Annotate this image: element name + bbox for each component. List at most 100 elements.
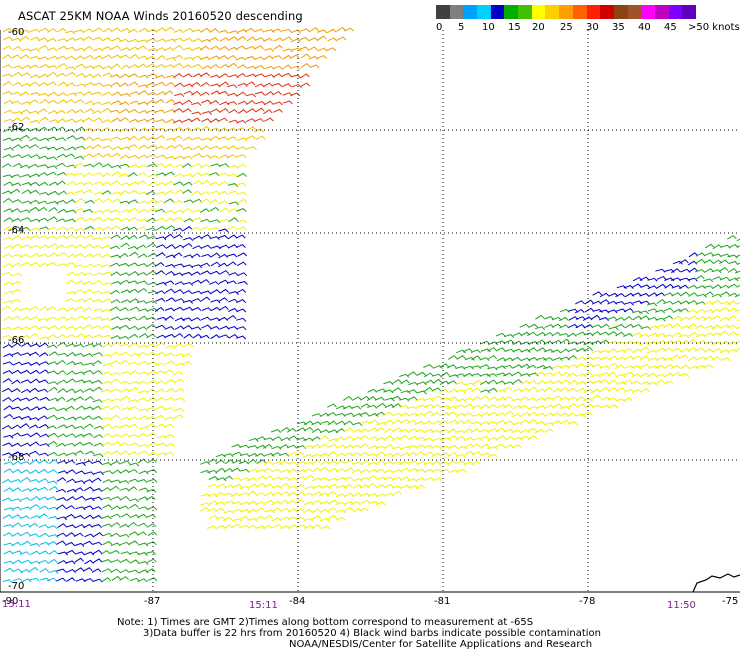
wind-barb bbox=[66, 460, 75, 463]
wind-barb bbox=[75, 190, 85, 193]
wind-barb bbox=[66, 506, 75, 509]
wind-barb bbox=[85, 298, 94, 301]
wind-barb bbox=[282, 65, 291, 69]
wind-barb bbox=[110, 246, 120, 249]
wind-barb bbox=[728, 284, 737, 287]
wind-barb bbox=[192, 299, 202, 302]
wind-barb bbox=[129, 155, 139, 158]
wind-barb bbox=[721, 358, 731, 361]
wind-barb bbox=[12, 499, 22, 502]
wind-barb bbox=[30, 470, 39, 474]
wind-barb bbox=[463, 420, 472, 424]
wind-barb bbox=[227, 254, 237, 257]
wind-barb bbox=[488, 348, 497, 352]
wind-barb bbox=[368, 389, 377, 392]
wind-barb bbox=[600, 300, 609, 304]
wind-barb bbox=[219, 307, 228, 311]
wind-barb bbox=[504, 335, 514, 338]
wind-barb bbox=[103, 66, 113, 69]
wind-barb bbox=[47, 497, 56, 500]
wind-barb bbox=[647, 350, 657, 353]
wind-barb bbox=[2, 426, 11, 429]
wind-barb bbox=[228, 47, 237, 50]
wind-barb bbox=[385, 429, 394, 433]
wind-barb bbox=[129, 541, 138, 544]
wind-barb bbox=[246, 101, 255, 105]
wind-barb bbox=[67, 353, 76, 357]
wind-barb bbox=[111, 506, 120, 510]
wind-barb bbox=[56, 417, 66, 420]
wind-barb bbox=[30, 128, 39, 131]
wind-barb bbox=[211, 84, 221, 87]
wind-barb bbox=[67, 110, 76, 114]
lon-label-84: -84 bbox=[289, 596, 305, 607]
wind-barb bbox=[66, 38, 75, 41]
wind-barb bbox=[20, 516, 29, 519]
wind-barb bbox=[174, 409, 184, 412]
wind-barb bbox=[147, 542, 157, 545]
wind-barb bbox=[102, 355, 112, 358]
wind-barb bbox=[66, 317, 75, 321]
wind-barb bbox=[67, 497, 76, 501]
wind-barb bbox=[102, 443, 112, 446]
wind-barb bbox=[173, 253, 182, 257]
wind-barb bbox=[30, 37, 39, 40]
wind-barb bbox=[304, 438, 314, 441]
wind-barb bbox=[130, 560, 139, 563]
wind-barb bbox=[85, 218, 95, 221]
wind-barb bbox=[2, 65, 11, 68]
wind-barb bbox=[689, 316, 698, 319]
wind-barb bbox=[728, 269, 737, 273]
wind-barb bbox=[272, 29, 282, 32]
wind-barb bbox=[84, 371, 94, 374]
wind-barb bbox=[631, 366, 641, 369]
wind-barb bbox=[513, 380, 522, 384]
wind-barb bbox=[472, 452, 481, 455]
wind-barb bbox=[129, 532, 138, 535]
wind-barb bbox=[447, 412, 456, 415]
wind-barb bbox=[164, 424, 173, 427]
wind-barb bbox=[74, 307, 83, 310]
wind-barb bbox=[224, 511, 234, 514]
wind-barb bbox=[74, 544, 84, 547]
wind-barb bbox=[66, 389, 75, 392]
wind-barb bbox=[30, 578, 40, 581]
lat-label-66: -66 bbox=[8, 335, 24, 346]
wind-barb bbox=[335, 437, 344, 440]
wind-barb bbox=[237, 92, 246, 96]
wind-barb bbox=[174, 218, 184, 221]
wind-barb bbox=[148, 443, 157, 447]
wind-barb bbox=[318, 48, 328, 51]
wind-barb bbox=[440, 469, 449, 472]
wind-barb bbox=[238, 101, 247, 104]
wind-barb bbox=[545, 405, 554, 409]
wind-barb bbox=[255, 38, 264, 41]
wind-barb bbox=[680, 365, 689, 368]
wind-barb bbox=[30, 49, 40, 52]
wind-barb bbox=[553, 404, 562, 407]
wind-barb bbox=[39, 94, 49, 97]
wind-barb bbox=[455, 390, 465, 393]
wind-barb bbox=[57, 505, 66, 509]
wind-barb bbox=[102, 227, 111, 231]
wind-barb bbox=[119, 506, 129, 509]
wind-barb bbox=[49, 352, 58, 356]
wind-barb bbox=[138, 192, 148, 195]
wind-barb bbox=[264, 38, 273, 41]
wind-barb bbox=[425, 380, 434, 383]
wind-barb bbox=[30, 561, 40, 564]
wind-barb bbox=[228, 209, 237, 213]
wind-barb bbox=[191, 227, 201, 230]
wind-barb bbox=[47, 345, 56, 348]
wind-barb bbox=[304, 428, 313, 432]
wind-barb bbox=[577, 388, 586, 391]
wind-barb bbox=[2, 480, 11, 483]
wind-barb bbox=[165, 265, 175, 268]
wind-barb bbox=[147, 524, 156, 528]
wind-barb bbox=[75, 245, 84, 248]
wind-barb bbox=[112, 399, 122, 402]
wind-barb bbox=[83, 461, 93, 464]
wind-barb bbox=[85, 109, 94, 112]
wind-barb bbox=[138, 445, 148, 448]
wind-barb bbox=[207, 470, 217, 473]
